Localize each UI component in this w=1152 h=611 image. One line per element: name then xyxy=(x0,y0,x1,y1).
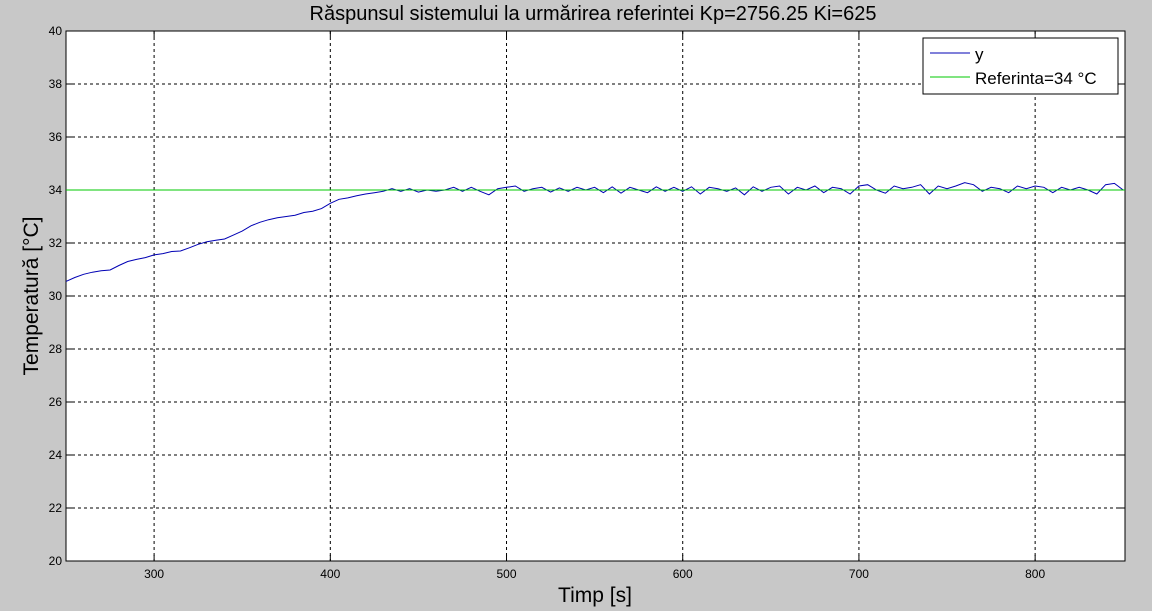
y-tick-label: 28 xyxy=(49,342,63,356)
y-tick-label: 26 xyxy=(49,395,63,409)
y-tick-label: 30 xyxy=(49,289,63,303)
x-tick-label: 400 xyxy=(320,567,340,581)
y-tick-label: 32 xyxy=(49,236,63,250)
series-lines xyxy=(65,182,1125,282)
x-tick-label: 700 xyxy=(849,567,869,581)
x-axis-title: Timp [s] xyxy=(558,584,632,607)
y-tick-label: 20 xyxy=(49,554,63,568)
legend-box xyxy=(922,37,1119,95)
x-tick-label: 600 xyxy=(673,567,693,581)
series-line-y xyxy=(65,182,1124,282)
chart-title: Răspunsul sistemului la urmărirea referi… xyxy=(310,3,877,25)
x-tick-label: 500 xyxy=(497,567,517,581)
x-tick-label: 800 xyxy=(1025,567,1045,581)
y-tick-label: 40 xyxy=(49,24,63,38)
x-tick-label: 300 xyxy=(144,567,164,581)
legend-label-referinta: Referinta=34 °C xyxy=(975,69,1097,88)
legend: y Referinta=34 °C xyxy=(922,37,1119,95)
y-tick-label: 22 xyxy=(49,501,63,515)
axis-ticks: 300 400 500 600 700 800 20 22 24 26 28 30 32 34 36 38 40 xyxy=(49,24,1125,581)
legend-label-y: y xyxy=(975,45,984,64)
y-axis-title: Temperatură [°C] xyxy=(20,217,43,376)
y-tick-label: 34 xyxy=(49,183,63,197)
y-tick-label: 36 xyxy=(49,130,63,144)
y-tick-label: 24 xyxy=(49,448,63,462)
y-tick-label: 38 xyxy=(49,77,63,91)
